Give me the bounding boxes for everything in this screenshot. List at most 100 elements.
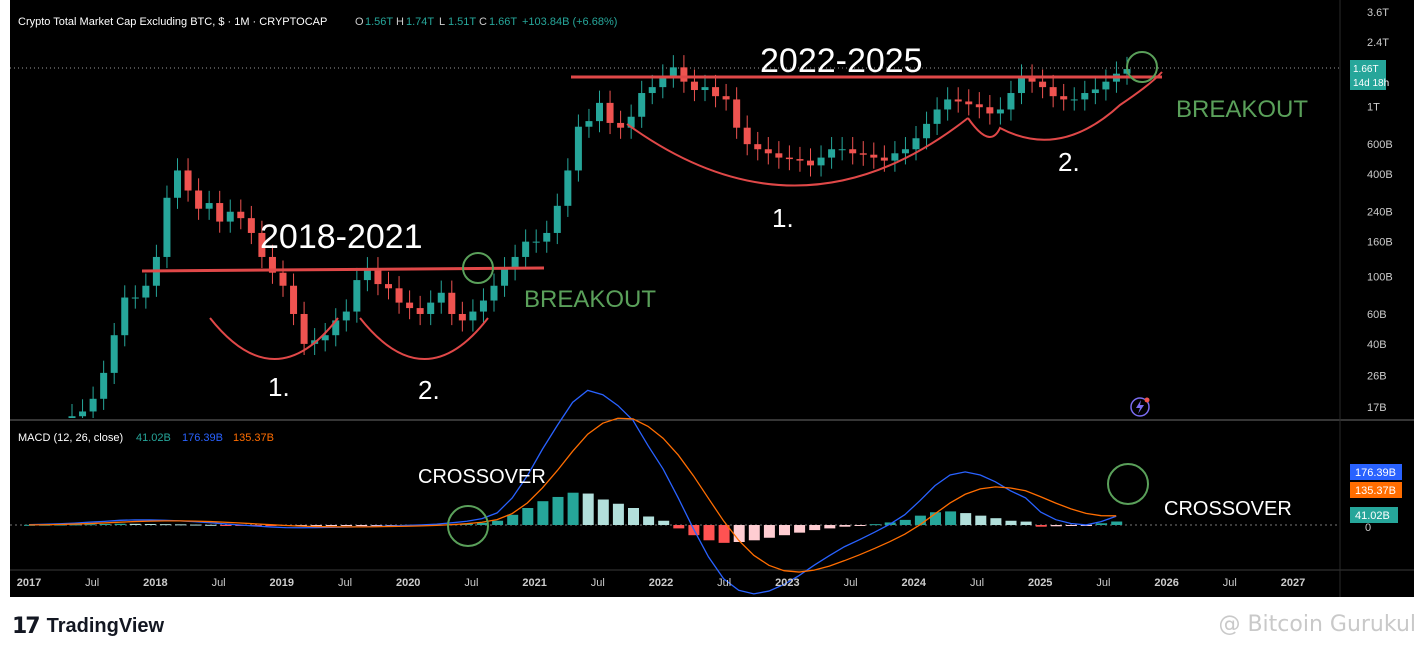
label-cup-1-2019: 1. [268, 372, 290, 402]
candle-body [617, 122, 625, 128]
price-change: +103.84B (+6.68%) [522, 16, 617, 28]
time-tick: 2018 [143, 577, 167, 589]
signal-line [28, 417, 1117, 573]
candle-body [332, 320, 340, 336]
label-crossover-2020: CROSSOVER [418, 466, 546, 488]
candle-body [142, 285, 150, 298]
macd-hist-bar [1035, 525, 1047, 527]
candle-body [195, 190, 203, 209]
candle-body [648, 87, 656, 94]
candle-body [100, 372, 108, 399]
candle-body [448, 292, 456, 314]
candle-body [511, 256, 519, 270]
macd-hist-bar [718, 525, 730, 543]
label-cup-2-2020: 2. [418, 375, 440, 405]
ohlc-l-key: L [439, 16, 445, 28]
chart-frame[interactable]: 2018-2021 2022-2025 BREAKOUT BREAKOUT CR… [10, 0, 1414, 597]
candle-body [226, 211, 234, 222]
ohlc-h-key: H [396, 16, 404, 28]
label-period-2018-2021: 2018-2021 [260, 218, 423, 256]
label-cup-2-2025: 2. [1058, 147, 1080, 177]
time-tick: 2017 [17, 577, 41, 589]
macd-hist-bar [628, 508, 639, 525]
macd-hist-bar [945, 511, 957, 525]
ohlc-o-value: 1.56T [365, 16, 393, 28]
symbol-title[interactable]: Crypto Total Market Cap Excluding BTC, $… [18, 16, 327, 28]
macd-hist-bar [1065, 525, 1077, 526]
macd-hist-bar [794, 525, 806, 533]
signal-line-value: 135.37B [233, 432, 274, 444]
candle-body [553, 205, 561, 233]
candle-body [353, 280, 361, 312]
macd-hist-bar [492, 520, 504, 525]
candle-body [131, 297, 139, 299]
macd-hist-bar [567, 492, 579, 525]
macd-hist-bar [205, 524, 217, 526]
lightning-icon[interactable] [1130, 397, 1150, 417]
candle-body [395, 288, 403, 303]
macd-hist-bar [612, 503, 624, 525]
time-tick: 2025 [1028, 577, 1052, 589]
resistance-line-2018 [141, 266, 545, 273]
time-tick: Jul [591, 577, 605, 589]
candle-body [1060, 96, 1068, 100]
tradingview-logo[interactable]: 17 TradingView [12, 614, 164, 639]
candle-body [891, 153, 899, 161]
macd-title[interactable]: MACD (12, 26, close) [18, 432, 123, 444]
candle-body [722, 96, 730, 100]
candle-body [807, 160, 814, 166]
macd-hist-bar [869, 524, 881, 526]
candle-body [427, 302, 435, 314]
last-price-badge [1350, 60, 1386, 90]
candle-body [701, 87, 709, 91]
macd-hist-bar [537, 501, 549, 525]
macd-hist-bar [1096, 523, 1108, 525]
price-tick: 100B [1367, 271, 1393, 283]
macd-hist-bar [975, 515, 987, 525]
ohlc-h-value: 1.74T [406, 16, 434, 28]
candle-body [121, 297, 129, 336]
price-tick: 400B [1367, 169, 1393, 181]
candlestick-series [68, 55, 1131, 418]
candle-body [437, 292, 445, 303]
tradingview-brand: TradingView [46, 615, 165, 637]
cup-arc-1-2019 [209, 317, 339, 360]
candle-body [680, 67, 688, 82]
price-tick: 1T [1367, 101, 1380, 113]
candle-body [458, 313, 466, 321]
macd-hist-bar [477, 522, 488, 525]
price-chart[interactable]: 2018-2021 2022-2025 BREAKOUT BREAKOUT CR… [10, 0, 1414, 597]
breakout-circle-2020 [462, 252, 494, 284]
macd-hist-bar [265, 525, 277, 526]
macd-hist-bar [763, 525, 775, 538]
macd-hist-bar [899, 519, 911, 525]
candle-body [1102, 81, 1110, 90]
price-tick: 600B [1367, 139, 1393, 151]
candle-body [110, 335, 118, 373]
candle-body [743, 127, 751, 145]
watermark: @ Bitcoin Gurukul [1218, 612, 1416, 637]
candle-body [764, 149, 772, 154]
time-axis[interactable]: 2017 Jul 2018 Jul 2019 Jul 2020 Jul 2021 Jul 2022 J… [17, 577, 1305, 589]
signal-badge [1350, 482, 1402, 498]
macd-hist-bar [69, 524, 81, 526]
macd-hist-bar [658, 520, 670, 525]
candle-body [712, 87, 720, 97]
price-tick: 160B [1367, 237, 1393, 249]
ohlc-c-value: 1.66T [489, 16, 517, 28]
candle-body [247, 218, 255, 233]
price-axis[interactable]: 3.6T 2.4T 1T 600B 400B 240B 160B 100B 60B 40B 26B 1… [1367, 7, 1393, 414]
candle-body [290, 285, 298, 314]
time-tick: 2019 [270, 577, 294, 589]
macd-hist-bar [1111, 521, 1123, 525]
hist-badge-value: 41.02B [1355, 510, 1390, 522]
time-tick: 2027 [1281, 577, 1305, 589]
candle-body [1007, 93, 1015, 110]
macd-hist-bar [522, 508, 534, 525]
macd-zero-label: 0 [1365, 522, 1371, 534]
candle-body [1091, 89, 1099, 94]
ohlc-l-value: 1.51T [448, 16, 476, 28]
candle-body [690, 81, 698, 91]
candle-body [870, 154, 878, 158]
macd-hist-bar [1020, 521, 1032, 525]
